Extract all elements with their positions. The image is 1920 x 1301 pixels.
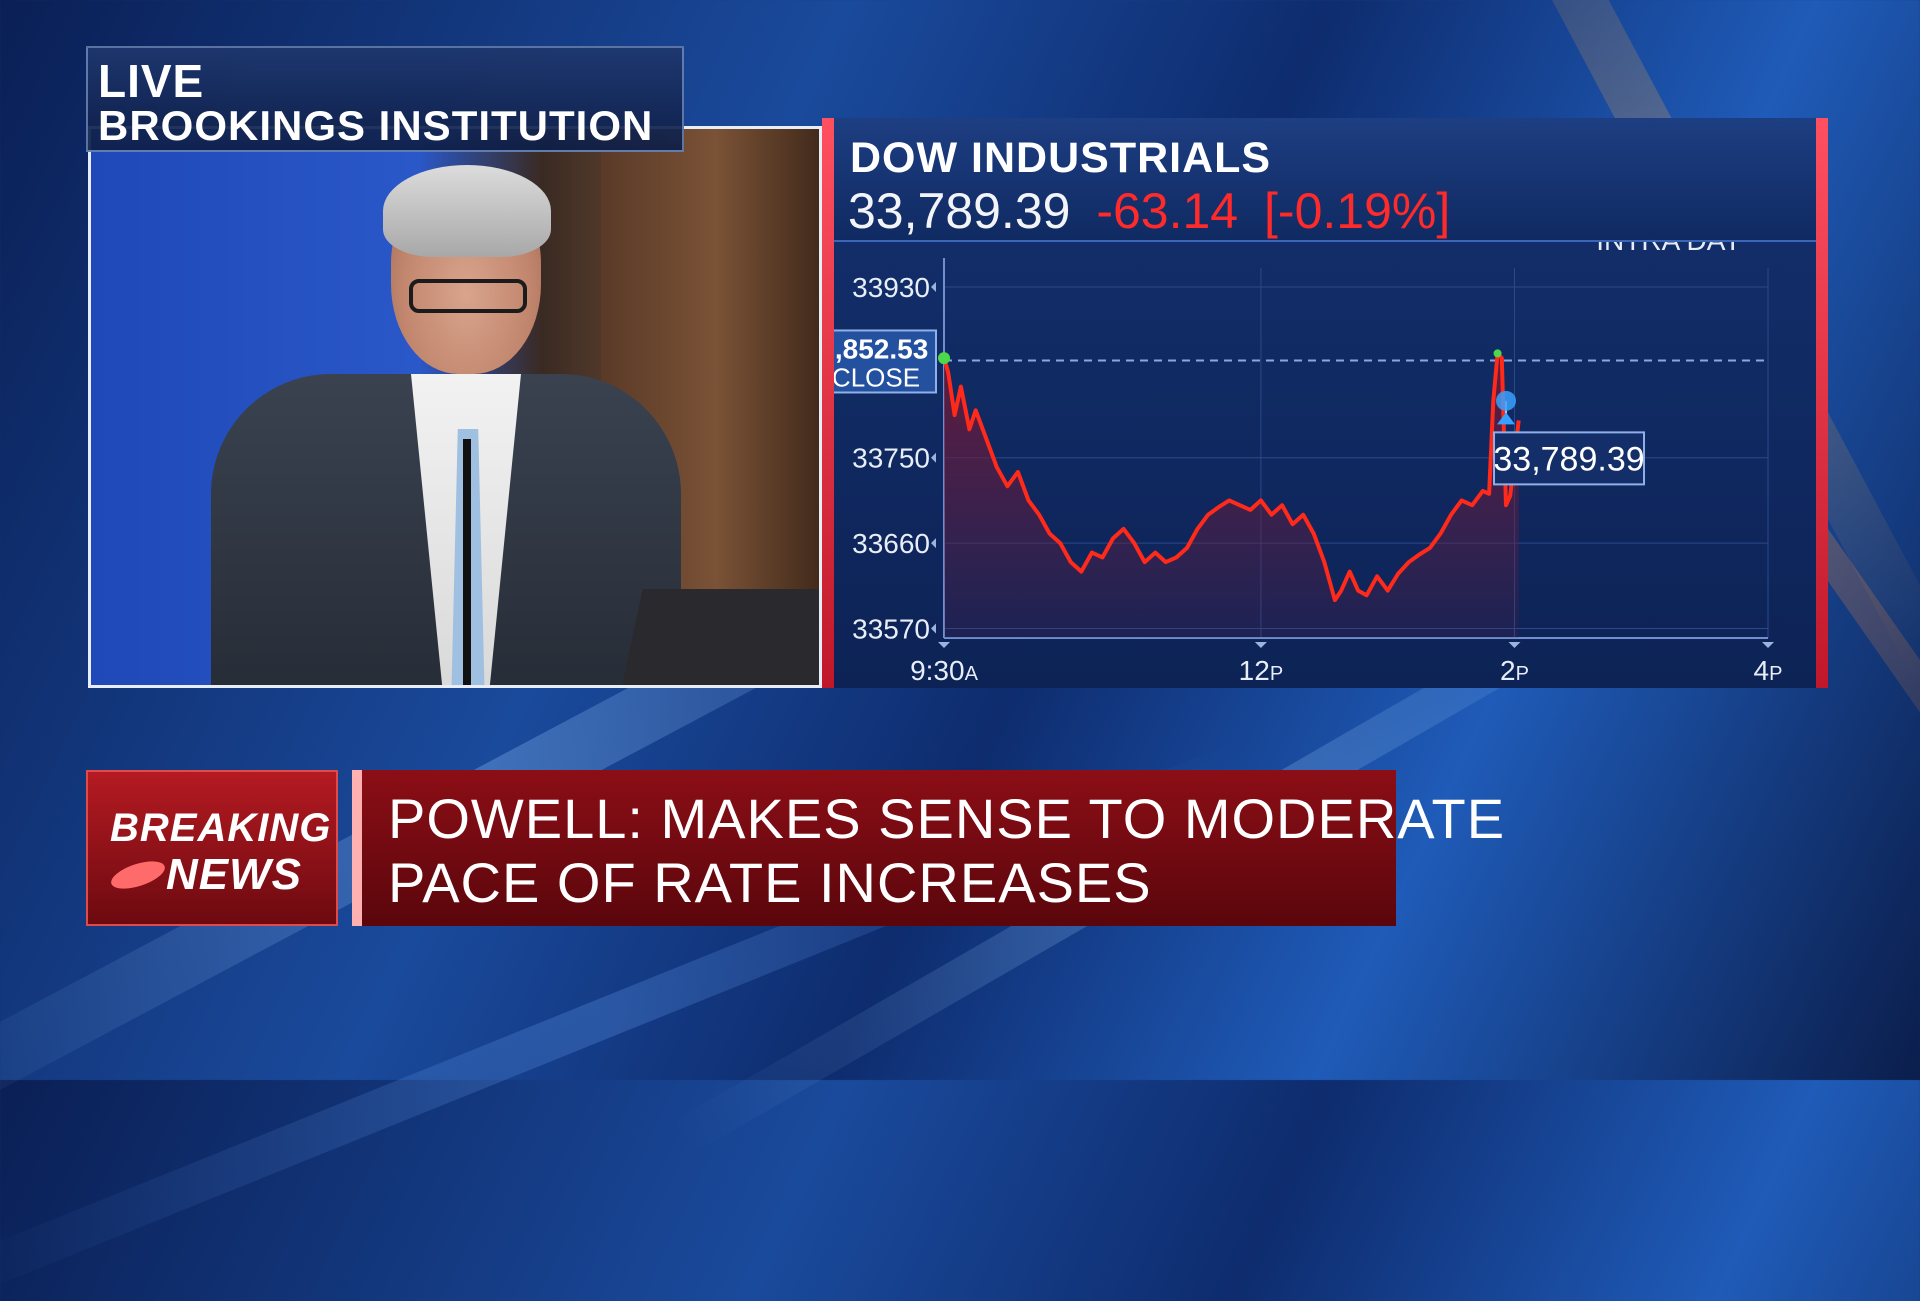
x-tick-label: 4P: [1754, 655, 1783, 686]
last-price-label: 33,789.39: [1493, 440, 1644, 478]
y-tick-label: 33570: [852, 614, 930, 645]
y-tick-mark: [931, 623, 936, 634]
breaking-news-badge: BREAKING NEWS: [86, 770, 338, 926]
y-tick-label: 33750: [852, 443, 930, 474]
x-tick-label: 2P: [1500, 655, 1529, 686]
live-label-box: LIVE BROOKINGS INSTITUTION: [86, 46, 684, 152]
breaking-label: BREAKING: [110, 806, 332, 850]
panel-edge-right: [1816, 118, 1828, 688]
x-tick-mark: [1762, 642, 1774, 648]
ticker-price: 33,789.39: [848, 183, 1071, 239]
close-text-label: CLOSE: [832, 362, 920, 392]
live-video-feed[interactable]: [88, 126, 822, 688]
microphone-icon: [463, 439, 471, 685]
y-tick-label: 33660: [852, 528, 930, 559]
x-tick-mark: [938, 642, 950, 648]
open-high-marker: [938, 352, 950, 365]
last-price-pointer: [1497, 412, 1516, 425]
headline-banner: POWELL: MAKES SENSE TO MODERATE PACE OF …: [352, 770, 1504, 926]
ticker-change: -63.14: [1096, 183, 1239, 239]
ticker-name: DOW INDUSTRIALS: [850, 134, 1272, 182]
y-tick-mark: [931, 452, 936, 463]
headline-line-2: PACE OF RATE INCREASES: [388, 851, 1152, 914]
live-source: BROOKINGS INSTITUTION: [98, 102, 654, 149]
ticker-change-percent: [-0.19%]: [1264, 183, 1451, 239]
y-tick-label: 33930: [852, 272, 930, 303]
live-label: LIVE: [98, 55, 205, 107]
close-callout: [822, 329, 937, 394]
speaker-hair: [383, 165, 551, 257]
headline-line-1: POWELL: MAKES SENSE TO MODERATE: [388, 787, 1506, 850]
last-price-callout: [1493, 431, 1646, 486]
x-tick-mark: [1508, 642, 1521, 648]
laptop: [619, 589, 819, 685]
news-label: NEWS: [166, 850, 302, 899]
series-line: [942, 351, 1521, 603]
cursor-dot: [1496, 390, 1517, 411]
panel-edge-left: [822, 118, 834, 688]
ticker-header: DOW INDUSTRIALS 33,789.39 -63.14 [-0.19%…: [822, 118, 1828, 242]
spike-high-marker: [1493, 349, 1502, 358]
x-tick-label: 12P: [1239, 655, 1284, 686]
x-tick-mark: [1254, 642, 1267, 648]
speaker-glasses: [409, 279, 527, 313]
close-value-label: 33,852.53: [822, 333, 928, 364]
series-area: [944, 353, 1519, 638]
quote-line: 33,789.39 -63.14 [-0.19%]: [848, 182, 1450, 240]
y-tick-mark: [931, 281, 936, 292]
y-tick-mark: [931, 538, 936, 549]
x-tick-label: 9:30A: [910, 655, 979, 686]
swoosh-icon: [107, 855, 169, 895]
